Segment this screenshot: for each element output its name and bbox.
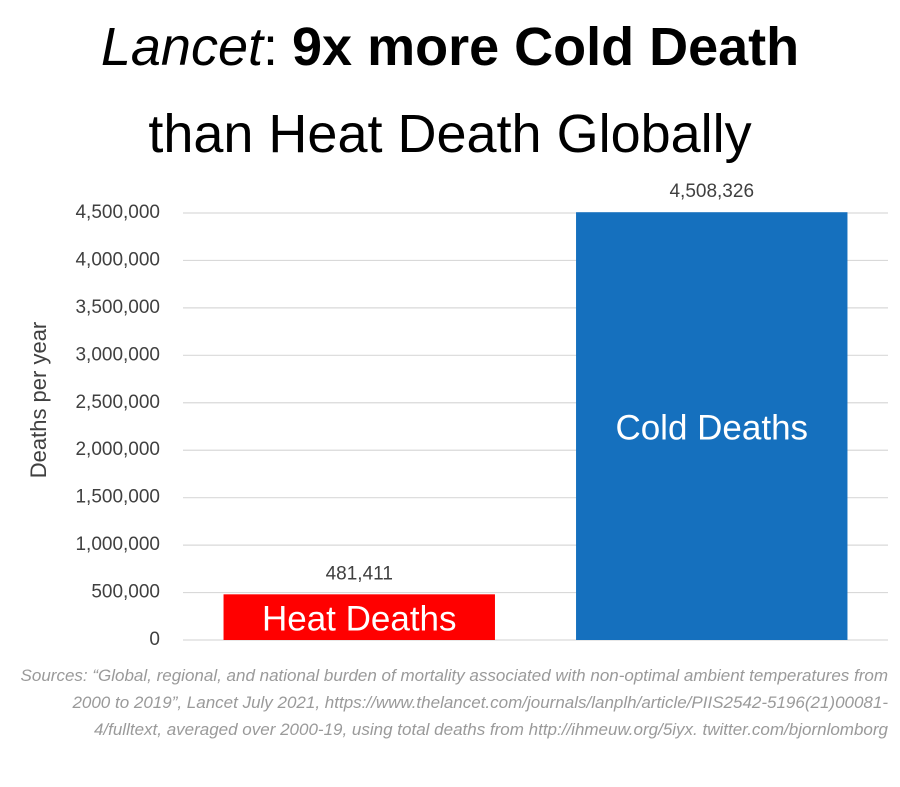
y-tick-label: 3,500,000 bbox=[75, 297, 160, 318]
chart-title: Lancet: 9x more Cold Death bbox=[101, 17, 799, 77]
y-tick-label: 4,000,000 bbox=[75, 249, 160, 270]
y-tick-label: 3,000,000 bbox=[75, 344, 160, 365]
y-tick-label: 1,500,000 bbox=[75, 487, 160, 508]
y-tick-label: 1,000,000 bbox=[75, 534, 160, 555]
bar bbox=[223, 594, 495, 640]
chart-title: than Heat Death Globally bbox=[148, 104, 751, 164]
y-axis-label: Deaths per year bbox=[26, 322, 51, 479]
category-label: Heat Deaths bbox=[262, 599, 457, 638]
title-part: : bbox=[263, 17, 278, 77]
y-tick-label: 4,500,000 bbox=[75, 202, 160, 223]
y-tick-label: 0 bbox=[149, 629, 160, 650]
y-tick-label: 2,000,000 bbox=[75, 439, 160, 460]
source-note: Sources: “Global, regional, and national… bbox=[20, 666, 888, 739]
y-tick-label: 500,000 bbox=[91, 582, 160, 603]
value-label: 481,411 bbox=[326, 563, 393, 584]
y-tick-label: 2,500,000 bbox=[75, 392, 160, 413]
value-label: 4,508,326 bbox=[669, 181, 754, 202]
bar bbox=[576, 212, 848, 640]
title-part: 9x more Cold Death bbox=[292, 17, 799, 77]
title-part: Lancet bbox=[101, 17, 265, 77]
category-label: Cold Deaths bbox=[615, 408, 808, 447]
